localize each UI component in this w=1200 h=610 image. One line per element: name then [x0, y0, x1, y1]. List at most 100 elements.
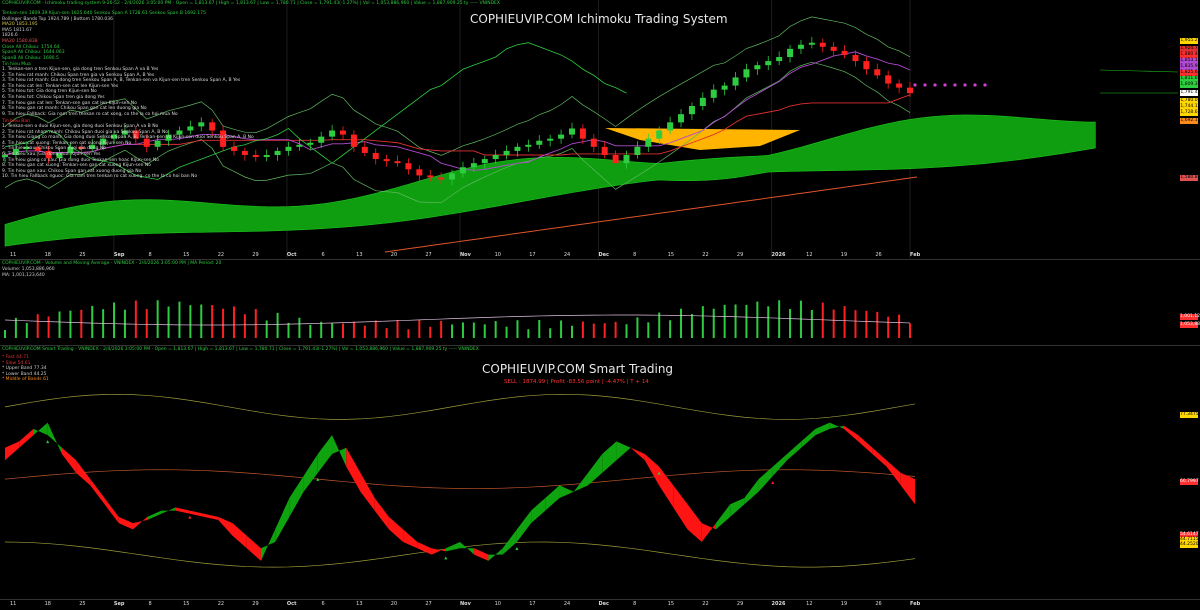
- legend-item: * Middle of Bands 61: [2, 377, 49, 383]
- oscillator-ribbon: [488, 548, 503, 561]
- volume-chart[interactable]: [0, 260, 1200, 345]
- volume-bar: [560, 320, 563, 338]
- oscillator-ribbon: [772, 454, 788, 476]
- candle-body: [198, 122, 205, 127]
- projection-dot: [933, 83, 937, 87]
- volume-bar: [14, 317, 17, 338]
- time-axis-label: 15: [183, 252, 190, 258]
- candle-body: [34, 146, 41, 151]
- cloud-continuation: [1099, 69, 1179, 73]
- time-axis-label: 8: [148, 252, 152, 258]
- volume-bar: [767, 306, 770, 338]
- volume-bar: [418, 320, 421, 338]
- volume-bar: [287, 322, 290, 338]
- time-axis-label: 2026: [771, 601, 786, 607]
- volume-bar: [527, 329, 530, 338]
- ichimoku-pane[interactable]: COPHIEUVIP.COM - Ichimoku trading system…: [0, 0, 1200, 258]
- oscillator-ribbon: [161, 507, 176, 514]
- candle-body: [100, 138, 107, 145]
- oscillator-ribbon: [47, 422, 62, 454]
- oscillator-ribbon: [360, 472, 375, 511]
- volume-bar: [91, 305, 94, 338]
- time-axis-label: 29: [252, 252, 259, 258]
- time-axis-label: 13: [356, 601, 363, 607]
- time-axis-label: 22: [217, 601, 225, 607]
- oscillator-tag: 54.6147: [1180, 532, 1199, 538]
- volume-bar: [549, 328, 552, 338]
- volume-bar: [516, 320, 519, 338]
- time-axis-label: Nov: [460, 252, 471, 258]
- oscillator-ribbon: [132, 516, 148, 530]
- candle-body: [220, 130, 227, 147]
- time-axis-label: 17: [529, 601, 536, 607]
- volume-bar: [843, 306, 846, 338]
- time-axis-label: 11: [10, 601, 17, 607]
- volume-bar: [570, 325, 573, 338]
- volume-bar: [636, 317, 639, 338]
- projection-dot: [973, 83, 977, 87]
- oscillator-ribbon: [260, 529, 276, 561]
- volume-bar: [472, 322, 475, 338]
- volume-bar: [865, 310, 868, 338]
- smart-trading-pane[interactable]: COPHIEUVIP.COM Smart Trading - VNINDEX -…: [0, 345, 1200, 600]
- candle-body: [340, 130, 347, 135]
- oscillator-ribbon: [545, 485, 560, 511]
- volume-bar: [789, 308, 792, 338]
- oscillator-ribbon: [246, 535, 261, 561]
- oscillator-ribbon: [886, 460, 901, 486]
- price-tag: 1,780.0: [1180, 98, 1198, 104]
- indicator-value: Close All Chikou: 1754.64: [2, 44, 60, 50]
- volume-bar: [603, 323, 606, 338]
- candle-body: [525, 144, 532, 147]
- candle-body: [438, 177, 445, 180]
- oscillator-ribbon: [673, 485, 688, 530]
- candle-body: [78, 146, 85, 149]
- volume-bar: [832, 309, 835, 338]
- legend-item: * Slow 54.61: [2, 360, 31, 366]
- candle-body: [427, 175, 434, 178]
- ma200-line: [384, 176, 918, 253]
- sell-signal-item: 9. Tin hieu gan xau: Chikou Span gan cat…: [2, 168, 142, 174]
- oscillator-ribbon: [715, 504, 731, 530]
- volume-bar: [276, 312, 279, 338]
- sell-signal-item: 4. Tin hieu cat xuong: Tenkan-sen cat xu…: [2, 140, 132, 146]
- time-axis-label: 29: [736, 601, 744, 607]
- oscillator-ribbon: [417, 542, 432, 555]
- time-axis-label: 25: [79, 601, 86, 607]
- candle-body: [885, 75, 892, 84]
- volume-bar: [887, 316, 890, 338]
- oscillator-tag: 44.7115: [1180, 537, 1199, 543]
- sell-signal-title: Tin hieu Ban: [2, 119, 30, 124]
- volume-bar: [483, 324, 486, 338]
- time-axis-label: 12: [806, 601, 813, 607]
- candle-body: [307, 142, 314, 145]
- candle-body: [89, 144, 96, 149]
- smart-trading-chart[interactable]: [0, 346, 1200, 600]
- candle-body: [721, 85, 728, 90]
- time-axis-label: 26: [875, 252, 882, 258]
- oscillator-ribbon: [644, 454, 660, 486]
- time-axis-label: 18: [44, 601, 51, 607]
- candle-body: [143, 138, 150, 147]
- volume-pane[interactable]: COPHIEUVIP.COM - Volume and Moving Avera…: [0, 259, 1200, 345]
- time-axis-label: Oct: [286, 252, 297, 258]
- oscillator-ribbon: [232, 523, 247, 549]
- indicator-value: MA5 1811.67: [2, 27, 32, 33]
- candle-body: [416, 169, 423, 176]
- volume-bar: [320, 321, 323, 338]
- candle-body: [503, 150, 510, 155]
- time-axis-label: Oct: [286, 601, 297, 607]
- buy-signal-item: 5. Tin hieu tot: Gia dong tren Kijun-sen…: [2, 89, 97, 95]
- signal-arrow: [771, 481, 775, 484]
- middle-band: [4, 469, 916, 489]
- volume-bar: [178, 301, 181, 338]
- volume-bar: [80, 309, 83, 338]
- ichimoku-chart[interactable]: [0, 0, 1200, 258]
- oscillator-ribbon: [758, 466, 773, 492]
- volume-tag: 1,001,12: [1180, 314, 1200, 320]
- oscillator-ribbon: [104, 498, 119, 524]
- time-axis-label: 13: [356, 252, 363, 258]
- time-axis-label: 20: [390, 252, 398, 258]
- volume-bar: [821, 302, 824, 338]
- volume-header: COPHIEUVIP.COM - Volume and Moving Avera…: [2, 261, 222, 266]
